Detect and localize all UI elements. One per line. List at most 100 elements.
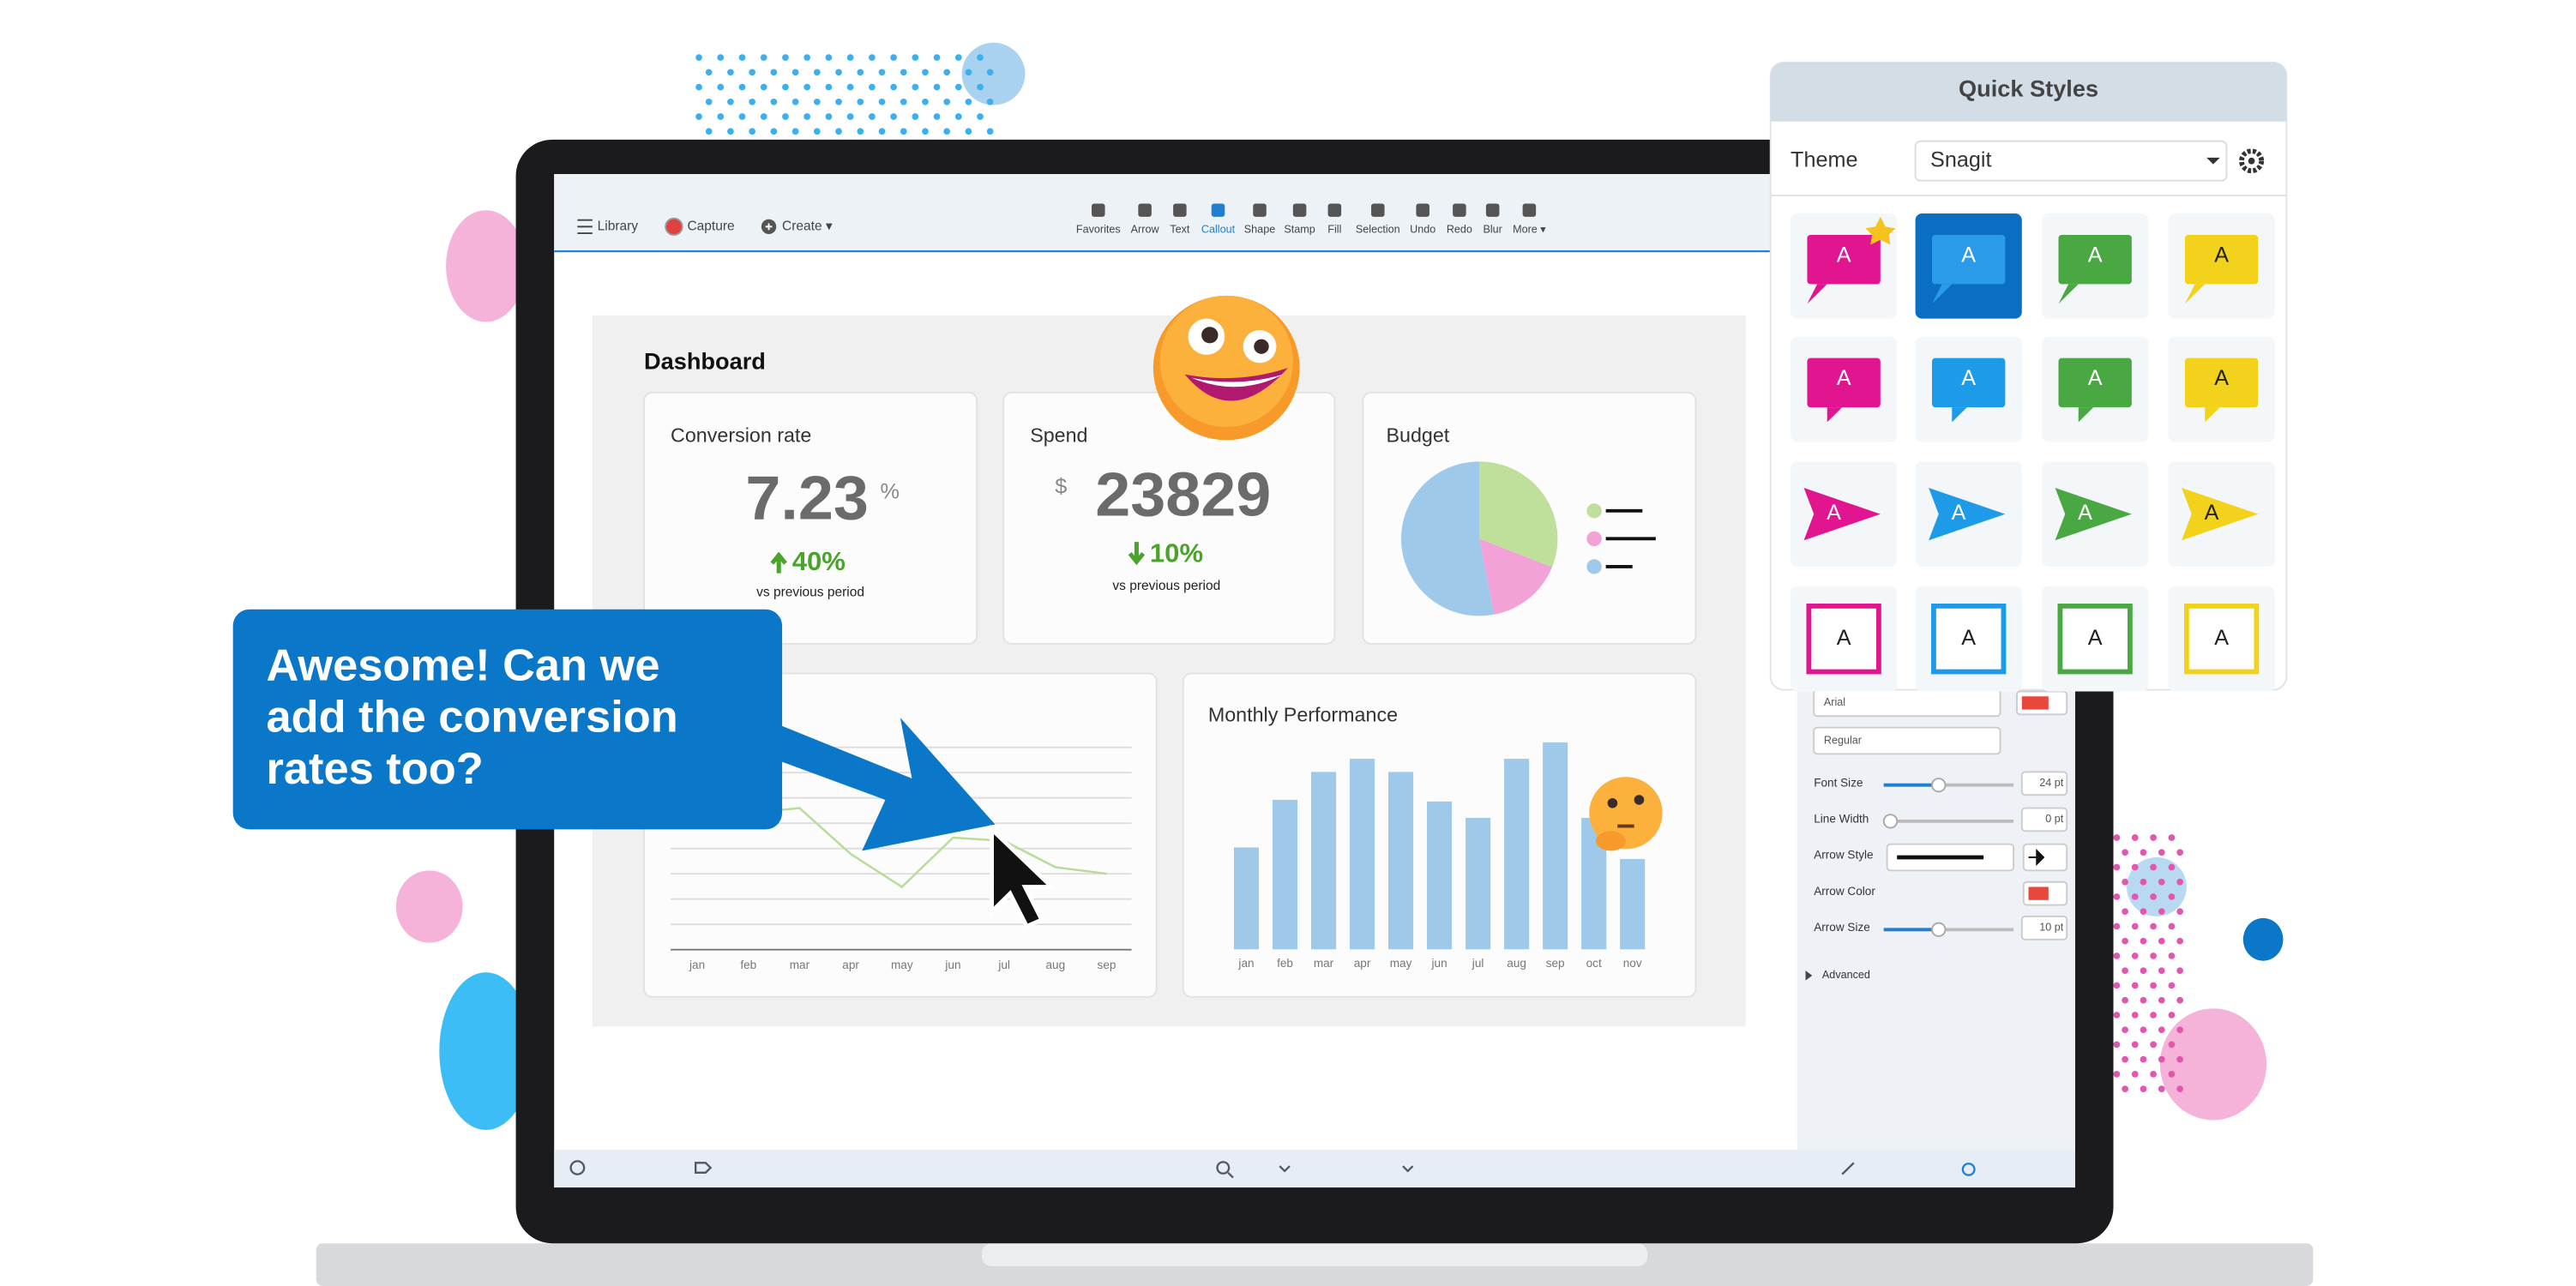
decoration (395, 42, 2284, 1131)
dot (2113, 982, 2121, 989)
x-tick-label: may (891, 958, 913, 971)
dot (835, 128, 842, 135)
bar (1272, 799, 1298, 950)
dot (803, 54, 811, 61)
dot (2168, 834, 2176, 841)
tool-button[interactable]: Text (1170, 224, 1190, 236)
dot (2150, 982, 2157, 989)
tile-shape (1931, 604, 2007, 675)
dot (791, 98, 799, 105)
dot (2158, 849, 2165, 856)
dot (900, 69, 907, 76)
tool-button[interactable]: Arrow (1131, 224, 1160, 236)
dot (965, 98, 972, 105)
panel-title: Quick Styles (1959, 76, 2098, 102)
theme-select[interactable]: Snagit (1930, 147, 1992, 171)
x-tick-label: sep (1098, 958, 1116, 971)
dot (2176, 849, 2184, 856)
spend-change: 10% (1150, 538, 1203, 568)
dot (2122, 1026, 2128, 1033)
tool-button[interactable]: Undo (1410, 224, 1435, 236)
dot (2150, 1012, 2157, 1019)
dot (2150, 952, 2157, 959)
dot (738, 54, 746, 61)
tool-button[interactable]: Callout (1201, 224, 1236, 236)
dot (2140, 996, 2147, 1004)
dot (2150, 834, 2157, 841)
dot (2113, 1012, 2121, 1019)
property-label: Arrow Style (1814, 849, 1873, 862)
dot (2158, 967, 2165, 975)
dot (2168, 1012, 2176, 1019)
property-field (2020, 807, 2068, 832)
dot (2140, 1055, 2147, 1063)
pie-legend (1586, 503, 1656, 574)
property-value[interactable]: 0 pt (2045, 813, 2064, 825)
tile-label: A (2088, 626, 2103, 650)
dot (2150, 922, 2157, 930)
theme-label: Theme (1791, 147, 1857, 171)
dot (2131, 1041, 2139, 1049)
tool-button[interactable]: Fill (1327, 224, 1341, 236)
dot (2140, 849, 2147, 856)
conversion-value: 7.23 (745, 463, 869, 532)
property-label: Line Width (1814, 813, 1869, 826)
dot (868, 54, 876, 61)
dot (2158, 878, 2165, 886)
dot (738, 83, 746, 91)
x-tick-label: mar (790, 958, 810, 971)
advanced-toggle[interactable]: Advanced (1822, 969, 1870, 981)
dot (868, 113, 876, 120)
tool-button[interactable]: Selection (1356, 224, 1400, 236)
bar (1543, 742, 1568, 950)
dot (2113, 893, 2121, 900)
x-tick-label: jun (1431, 957, 1447, 970)
dot (857, 98, 864, 105)
dot (2168, 922, 2176, 930)
dot (717, 54, 725, 61)
pie-slice (1479, 461, 1558, 568)
tile-label: A (1837, 366, 1851, 390)
toolbar-button[interactable]: Capture (687, 219, 734, 234)
dot (695, 54, 702, 61)
weight-select[interactable]: Regular (1824, 734, 1862, 746)
tile-shape (2057, 604, 2133, 675)
tool-icon (1138, 203, 1152, 217)
dot (2113, 834, 2121, 841)
dot (965, 128, 972, 135)
tool-button[interactable]: More ▾ (1513, 224, 1546, 236)
tool-button[interactable]: Favorites (1076, 224, 1121, 236)
tool-button[interactable]: Blur (1483, 224, 1502, 236)
property-value[interactable]: 10 pt (2039, 922, 2064, 934)
dot (813, 128, 821, 135)
bar (1466, 818, 1491, 950)
dot (825, 113, 833, 120)
toolbar-button[interactable]: Create ▾ (782, 219, 833, 234)
dot (717, 83, 725, 91)
toolbar-button[interactable]: Library (598, 219, 639, 234)
tile-label: A (2088, 366, 2103, 390)
tool-button[interactable]: Shape (1244, 224, 1275, 236)
dot (954, 54, 962, 61)
tile-tail (2184, 284, 2206, 304)
dashboard-title: Dashboard (644, 349, 766, 375)
tile-shape (2055, 487, 2132, 541)
emoji-thinking (1589, 777, 1663, 851)
tile-label: A (2214, 626, 2229, 650)
property-value[interactable]: 24 pt (2039, 777, 2064, 789)
tool-button[interactable]: Stamp (1284, 224, 1315, 236)
dot (770, 128, 778, 135)
bar (1310, 772, 1337, 950)
dot (890, 54, 897, 61)
dot (878, 128, 886, 135)
dot (727, 69, 734, 76)
dot (803, 83, 811, 91)
bar (1388, 772, 1414, 950)
dot (986, 69, 994, 76)
tool-icon (1092, 203, 1105, 217)
tool-button[interactable]: Redo (1447, 224, 1472, 236)
tool-icon (1173, 203, 1187, 217)
font-select[interactable]: Arial (1824, 696, 1845, 708)
dot (770, 69, 778, 76)
